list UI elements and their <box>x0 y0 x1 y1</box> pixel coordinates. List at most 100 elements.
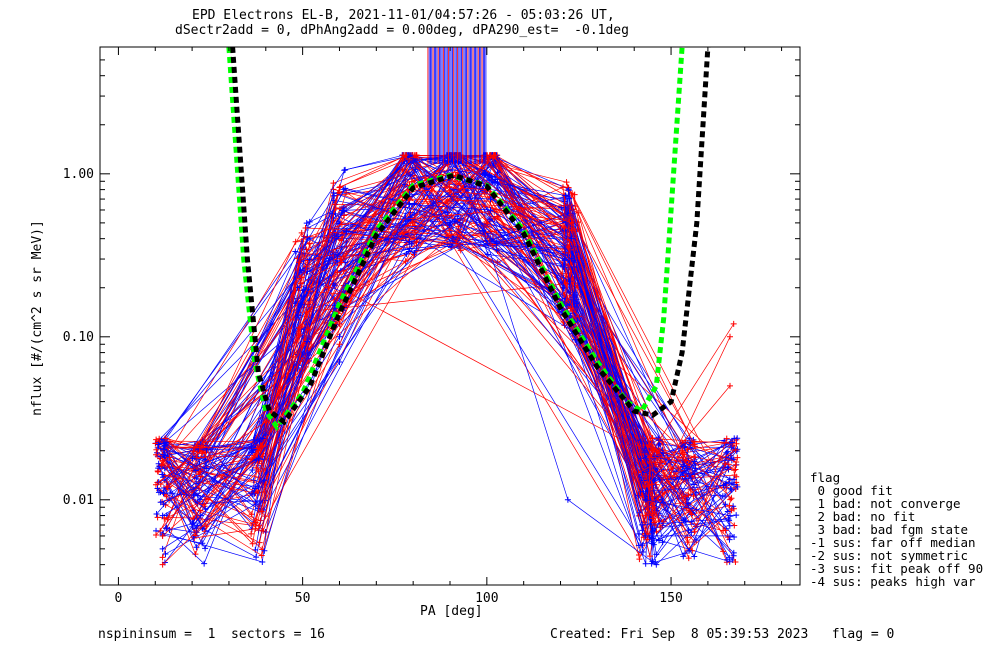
data-point <box>635 469 642 476</box>
data-point <box>646 441 653 448</box>
data-point <box>650 504 657 511</box>
legend-item: -3 sus: fit peak off 90 <box>810 561 984 576</box>
data-point <box>687 475 694 482</box>
data-point <box>646 465 653 472</box>
data-point <box>647 553 654 560</box>
series-line <box>169 160 738 566</box>
data-point <box>336 333 343 340</box>
data-point <box>336 359 343 366</box>
data-point <box>155 479 162 486</box>
data-point <box>197 507 204 514</box>
data-point <box>565 216 572 223</box>
data-point <box>730 549 737 556</box>
data-point <box>406 238 413 245</box>
data-point <box>337 256 344 263</box>
data-point <box>255 468 262 475</box>
data-point <box>726 522 733 529</box>
data-point <box>155 489 162 496</box>
data-point <box>330 180 337 187</box>
data-point <box>646 454 653 461</box>
data-point <box>298 301 305 308</box>
data-point <box>722 461 729 468</box>
data-point <box>568 219 575 226</box>
x-tick-label: 50 <box>295 591 311 606</box>
data-point <box>722 527 729 534</box>
data-point <box>649 515 656 522</box>
data-point <box>303 246 310 253</box>
data-point <box>492 152 499 159</box>
data-point <box>457 247 464 254</box>
data-point <box>731 467 738 474</box>
data-point <box>163 525 170 532</box>
data-point <box>160 490 167 497</box>
data-point <box>727 512 733 519</box>
data-point <box>727 382 733 389</box>
data-point <box>193 544 200 551</box>
data-point <box>255 483 262 490</box>
y-axis-label: nflux [#/(cm^2 s sr MeV)] <box>30 220 45 416</box>
data-point <box>295 259 302 266</box>
data-point <box>201 560 208 567</box>
data-point <box>732 446 739 453</box>
data-point <box>560 263 567 270</box>
data-point <box>152 481 159 488</box>
data-point <box>493 246 500 253</box>
footer-right: Created: Fri Sep 8 05:39:53 2023 flag = … <box>550 627 895 642</box>
data-point <box>189 455 196 462</box>
data-point <box>160 501 167 508</box>
data-point <box>330 189 337 196</box>
data-point <box>639 548 646 555</box>
data-point <box>161 472 168 479</box>
x-tick-label: 0 <box>115 591 123 606</box>
data-point <box>727 333 733 340</box>
data-point <box>411 227 418 234</box>
data-point <box>685 500 692 507</box>
data-point <box>342 166 349 173</box>
data-point <box>304 349 311 356</box>
series-line <box>256 207 730 515</box>
series-line <box>162 203 730 550</box>
data-point <box>331 192 338 199</box>
data-point <box>255 447 262 454</box>
data-point <box>162 442 169 449</box>
data-point <box>159 512 166 519</box>
y-tick-label: 0.01 <box>63 493 94 508</box>
data-point <box>681 550 688 557</box>
data-point <box>294 255 301 262</box>
chart-title-line1: EPD Electrons EL-B, 2021-11-01/04:57:26 … <box>192 8 615 23</box>
data-point <box>642 483 649 490</box>
data-point <box>446 183 453 190</box>
data-point <box>649 447 656 454</box>
data-point <box>651 519 658 526</box>
data-point <box>411 200 418 207</box>
series-line <box>200 174 729 475</box>
data-point <box>724 556 731 563</box>
data-point <box>653 551 660 558</box>
x-tick-label: 150 <box>659 591 682 606</box>
data-point <box>656 510 663 517</box>
series-line <box>165 227 735 555</box>
data-point <box>635 442 642 449</box>
data-point <box>292 248 299 255</box>
series-line <box>163 154 729 528</box>
data-point <box>197 512 204 519</box>
series-line <box>197 171 659 450</box>
data-point <box>325 284 332 291</box>
data-point <box>406 216 413 223</box>
data-point <box>449 166 456 173</box>
data-point <box>165 445 172 452</box>
data-point <box>202 506 209 513</box>
data-point <box>155 441 162 448</box>
data-point <box>343 228 350 235</box>
data-point <box>732 558 739 565</box>
data-point <box>734 483 741 490</box>
data-point <box>338 221 345 228</box>
legend-item: 1 bad: not converge <box>810 496 961 511</box>
data-point <box>253 464 260 471</box>
data-point <box>682 493 689 500</box>
data-point <box>167 490 173 497</box>
data-point <box>255 455 262 462</box>
data-point <box>727 496 734 503</box>
data-point <box>487 228 494 235</box>
data-point <box>482 170 489 177</box>
